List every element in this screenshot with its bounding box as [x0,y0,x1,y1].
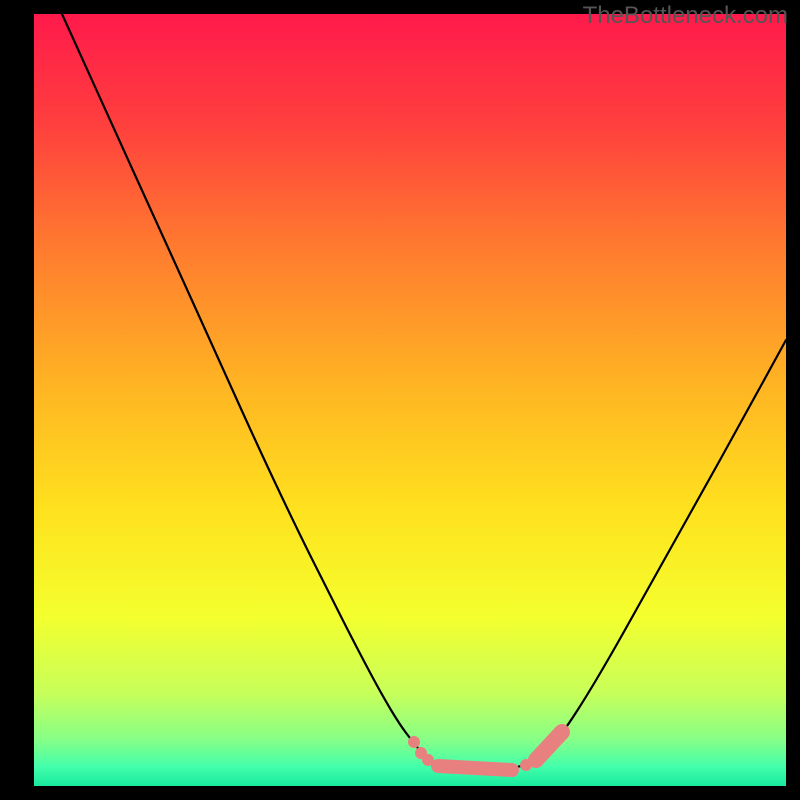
marker-pill [438,766,512,770]
watermark-text: TheBottleneck.com [583,2,788,30]
marker-dot [408,736,420,748]
gradient-background [34,14,786,786]
